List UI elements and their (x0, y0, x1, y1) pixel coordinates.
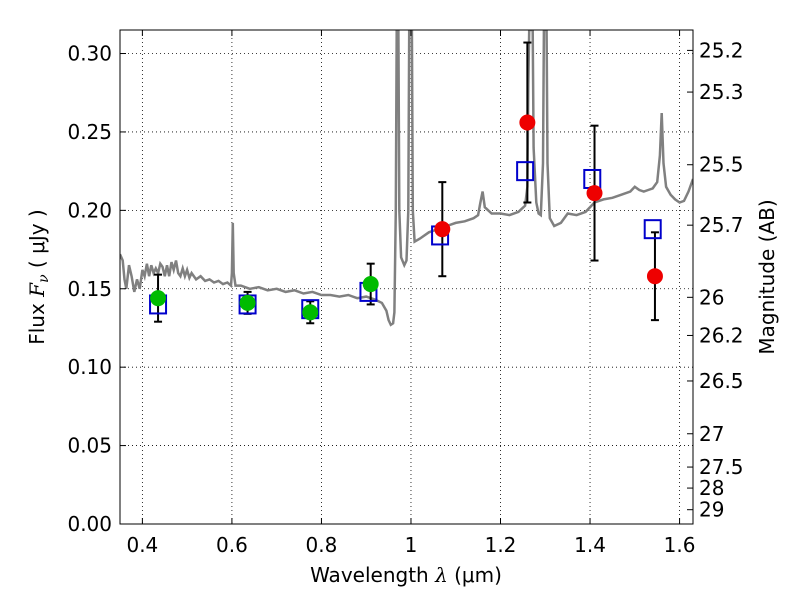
model-spectrum-line (120, 30, 693, 327)
x-tick-label: 1.6 (664, 533, 696, 557)
x-tick-label: 0.6 (216, 533, 248, 557)
observed-photometry-markers (150, 114, 663, 321)
y-tick-label: 0.00 (67, 512, 112, 536)
y2-tick-label: 25.3 (699, 80, 744, 104)
y-tick-label: 0.25 (67, 120, 112, 144)
y2-tick-label: 25.7 (699, 213, 744, 237)
model-photometry-square (643, 219, 662, 240)
y2-tick-label: 26.2 (699, 323, 744, 347)
error-bars (154, 41, 659, 325)
y2-tick-label: 27 (699, 422, 724, 446)
model-photometry-square (516, 161, 535, 182)
data-point-circle (646, 268, 663, 285)
y2-tick-label: 26.5 (699, 369, 744, 393)
y2-tick-label: 27.5 (699, 455, 744, 479)
grid-lines (120, 30, 693, 525)
x-tick-label: 0.4 (126, 533, 158, 557)
data-point-circle (239, 294, 256, 311)
y2-tick-label: 26 (699, 285, 724, 309)
y2-tick-label: 25.5 (699, 153, 744, 177)
x-axis-label: Wavelength λ (μm) (310, 563, 502, 587)
data-point-circle (434, 221, 451, 238)
data-point-circle (150, 290, 167, 307)
plot-frame (119, 29, 694, 525)
y-tick-label: 0.20 (67, 198, 112, 222)
data-point-circle (586, 185, 603, 202)
data-point-circle (519, 114, 536, 131)
model-photometry-markers (149, 161, 662, 320)
data-point-circle (302, 304, 319, 321)
model-photometry-square (583, 168, 602, 189)
y-tick-label: 0.30 (67, 42, 112, 66)
x-tick-label: 1.2 (485, 533, 517, 557)
y-axis-label: Flux Fν ( μJy ) (25, 209, 52, 345)
y2-axis-label: Magnitude (AB) (755, 199, 779, 354)
y2-tick-label: 29 (699, 498, 724, 522)
y-tick-label: 0.10 (67, 355, 112, 379)
y-tick-label: 0.05 (67, 434, 112, 458)
plot-area (120, 30, 693, 327)
x-axis-ticks: 0.4 0.6 0.8 1 1.2 1.4 1.6 (126, 30, 695, 557)
y2-tick-label: 28 (699, 476, 724, 500)
x-tick-label: 1.4 (574, 533, 606, 557)
data-point-circle (362, 276, 379, 293)
y-axis-ticks: 0.00 0.05 0.10 0.15 0.20 0.25 0.30 (67, 42, 126, 536)
y-tick-label: 0.15 (67, 277, 112, 301)
y2-tick-label: 25.2 (699, 38, 744, 62)
x-tick-label: 0.8 (306, 533, 338, 557)
x-tick-label: 1 (405, 533, 418, 557)
